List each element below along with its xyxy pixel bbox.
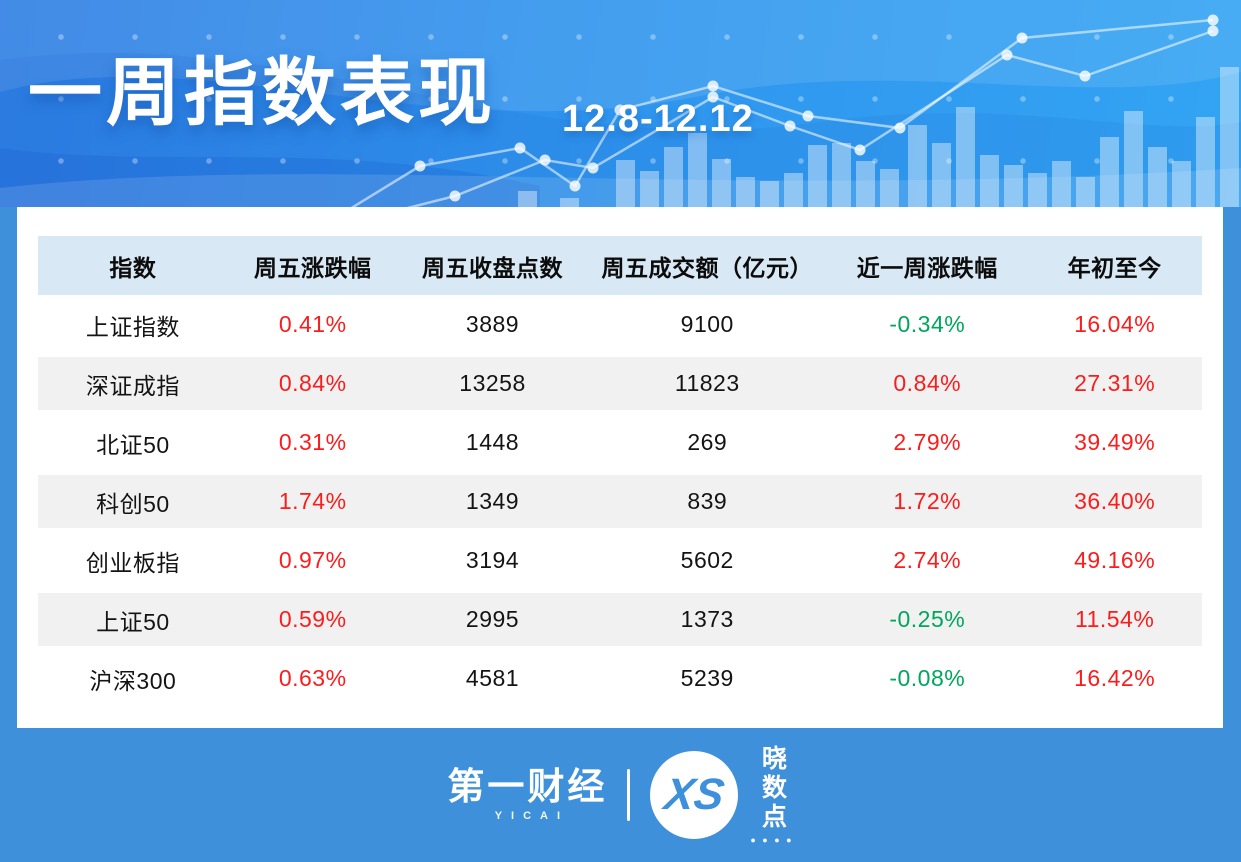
value-cell: 1448 — [465, 429, 520, 455]
index-name-cell: 科创50 — [96, 490, 170, 517]
xiaoshudian-logo-text: 晓数点 — [758, 745, 787, 832]
index-name-cell: 深证成指 — [85, 372, 180, 399]
xs-monogram: XS — [661, 770, 728, 819]
value-cell: 5602 — [680, 547, 734, 573]
value-cell: 13258 — [459, 370, 526, 396]
value-cell: 16.42% — [1074, 665, 1156, 691]
value-cell: 0.59% — [278, 606, 347, 632]
value-cell: 16.04% — [1074, 311, 1156, 337]
value-cell: 27.31% — [1074, 370, 1156, 396]
value-cell: 9100 — [680, 311, 734, 337]
xiaoshudian-logo-icon: XS — [650, 751, 739, 839]
value-cell: 2.79% — [893, 429, 962, 455]
value-cell: -0.08% — [889, 665, 966, 691]
decor-dynamic — [350, 14, 1239, 207]
xiaoshudian-logo: 晓数点 ● ● ● ● — [750, 745, 793, 845]
value-cell: 0.84% — [278, 370, 347, 396]
value-cell: 2.74% — [893, 547, 962, 573]
index-name-cell: 上证50 — [96, 608, 170, 635]
value-cell: 5239 — [680, 665, 734, 691]
value-cell: 0.84% — [893, 370, 962, 396]
footer-divider — [627, 769, 631, 821]
footer: 第一财经 YICAI XS 晓数点 ● ● ● ● — [0, 728, 1241, 862]
date-range: 12.8-12.12 — [562, 98, 754, 140]
index-name-cell: 创业板指 — [85, 549, 180, 576]
table-row: 北证50 0.31% 1448 269 2.79% 39.49% — [38, 413, 1202, 472]
table-header-cell: 年初至今 — [1067, 254, 1162, 281]
value-cell: 3889 — [465, 311, 520, 337]
value-cell: 0.97% — [278, 547, 347, 573]
table-header-cell: 近一周涨跌幅 — [856, 254, 998, 281]
value-cell: 1373 — [680, 606, 734, 632]
value-cell: 0.63% — [278, 665, 347, 691]
value-cell: 11.54% — [1075, 606, 1155, 632]
table-header-cell: 指数 — [109, 254, 157, 281]
value-cell: 0.31% — [278, 429, 347, 455]
value-cell: 1349 — [465, 488, 520, 514]
page-title: 一周指数表现 — [28, 51, 496, 134]
value-cell: 49.16% — [1074, 547, 1156, 573]
value-cell: -0.25% — [889, 606, 966, 632]
table-row: 科创50 1.74% 1349 839 1.72% 36.40% — [38, 472, 1202, 531]
table-row: 沪深300 0.63% 4581 5239 -0.08% 16.42% — [38, 649, 1202, 708]
value-cell: 2995 — [465, 606, 520, 632]
value-cell: -0.34% — [889, 311, 966, 337]
table-header-row: 指数 周五涨跌幅 周五收盘点数 周五成交额（亿元） 近一周涨跌幅 年初至今 — [38, 236, 1202, 295]
table-header-cell: 周五收盘点数 — [422, 254, 564, 281]
value-cell: 839 — [687, 488, 728, 514]
value-cell: 0.41% — [278, 311, 347, 337]
banner-decoration-chart — [0, 0, 1241, 207]
table-row: 上证50 0.59% 2995 1373 -0.25% 11.54% — [38, 590, 1202, 649]
index-name-cell: 上证指数 — [85, 313, 180, 340]
value-cell: 1.72% — [893, 488, 962, 514]
index-name-cell: 沪深300 — [89, 667, 177, 694]
yicai-logo-en: YICAI — [494, 810, 570, 822]
value-cell: 39.49% — [1074, 429, 1156, 455]
value-cell: 269 — [687, 429, 728, 455]
index-table: 指数 周五涨跌幅 周五收盘点数 周五成交额（亿元） 近一周涨跌幅 年初至今 上证指数 0.4… — [38, 236, 1202, 708]
table-row: 上证指数 0.41% 3889 9100 -0.34% 16.04% — [38, 295, 1202, 354]
index-name-cell: 北证50 — [96, 431, 170, 458]
value-cell: 11823 — [674, 370, 740, 396]
table-header-cell: 周五成交额（亿元） — [601, 254, 814, 281]
table-row: 创业板指 0.97% 3194 5602 2.74% 49.16% — [38, 531, 1202, 590]
banner: 一周指数表现 12.8-12.12 — [0, 0, 1241, 207]
table-card: 指数 周五涨跌幅 周五收盘点数 周五成交额（亿元） 近一周涨跌幅 年初至今 上证指数 0.4… — [17, 207, 1223, 728]
yicai-logo-cn: 第一财经 — [447, 766, 608, 807]
value-cell: 4581 — [465, 665, 520, 691]
table-header-cell: 周五涨跌幅 — [253, 254, 372, 281]
table-row: 深证成指 0.84% 13258 11823 0.84% 27.31% — [38, 354, 1202, 413]
value-cell: 36.40% — [1074, 488, 1156, 514]
yicai-logo: 第一财经 YICAI — [447, 768, 607, 822]
xiaoshudian-logo-dots: ● ● ● ● — [750, 835, 794, 845]
value-cell: 3194 — [465, 547, 520, 573]
table-body: 上证指数 0.41% 3889 9100 -0.34% 16.04% 深证成指 0.84% 13… — [38, 295, 1202, 708]
value-cell: 1.74% — [278, 488, 347, 514]
